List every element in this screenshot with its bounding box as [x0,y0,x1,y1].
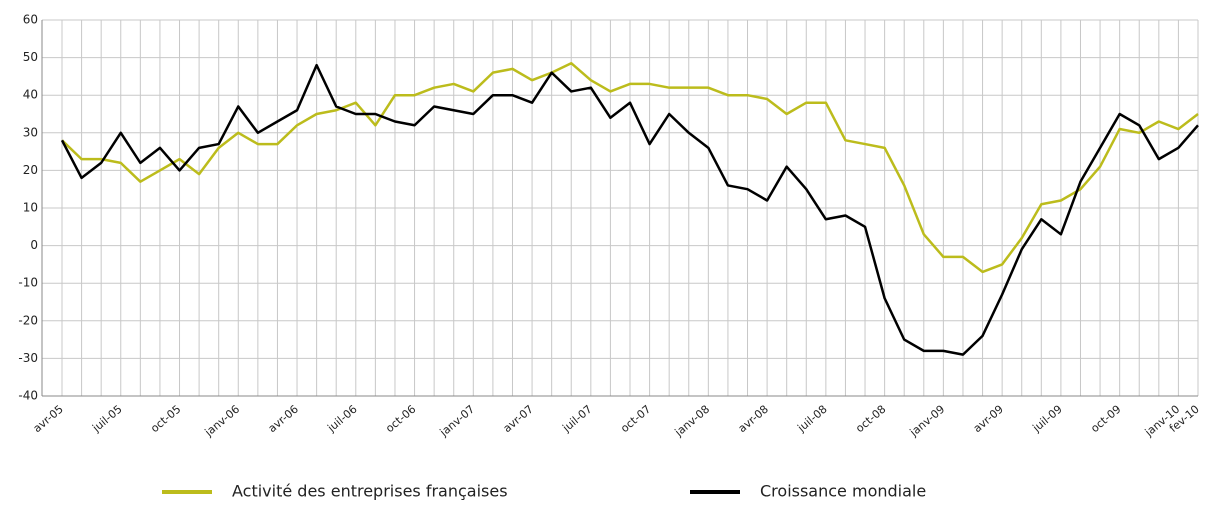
x-tick-label: juil-06 [324,403,359,436]
y-tick-label: 20 [23,163,38,177]
x-tick-label: avr-09 [971,403,1006,435]
legend-label: Croissance mondiale [760,482,926,501]
x-tick-label: janv-09 [907,403,947,440]
y-tick-label: -20 [18,313,38,327]
series-line [61,61,1199,274]
y-tick-label: 10 [23,201,38,215]
x-tick-label: oct-07 [618,403,653,435]
series-line [60,63,1199,356]
y-tick-label: -10 [18,276,38,290]
x-tick-label: janv-06 [202,403,242,440]
x-tick-label: oct-08 [853,403,888,435]
x-tick-label: avr-08 [736,403,771,435]
y-tick-label: 40 [23,88,38,102]
x-tick-label: oct-09 [1088,403,1123,435]
y-tick-label: 30 [23,125,38,139]
x-tick-label: avr-06 [266,403,301,435]
x-tick-label: juil-09 [1030,403,1065,436]
x-tick-label: avr-07 [501,403,536,435]
y-tick-label: -30 [18,351,38,365]
y-tick-label: 50 [23,50,38,64]
x-tick-label: janv-08 [672,403,712,440]
y-tick-label: 0 [30,238,38,252]
x-tick-label: juil-07 [559,403,594,436]
x-tick-label: oct-05 [148,403,183,435]
x-tick-label: juil-05 [89,403,124,436]
x-tick-label: juil-08 [794,403,829,436]
x-tick-label: avr-05 [31,403,66,435]
y-tick-label: 60 [23,13,38,27]
x-tick-label: oct-06 [383,403,418,435]
y-tick-label: -40 [18,389,38,403]
legend-label: Activité des entreprises françaises [232,482,508,501]
x-tick-label: janv-07 [437,403,477,440]
